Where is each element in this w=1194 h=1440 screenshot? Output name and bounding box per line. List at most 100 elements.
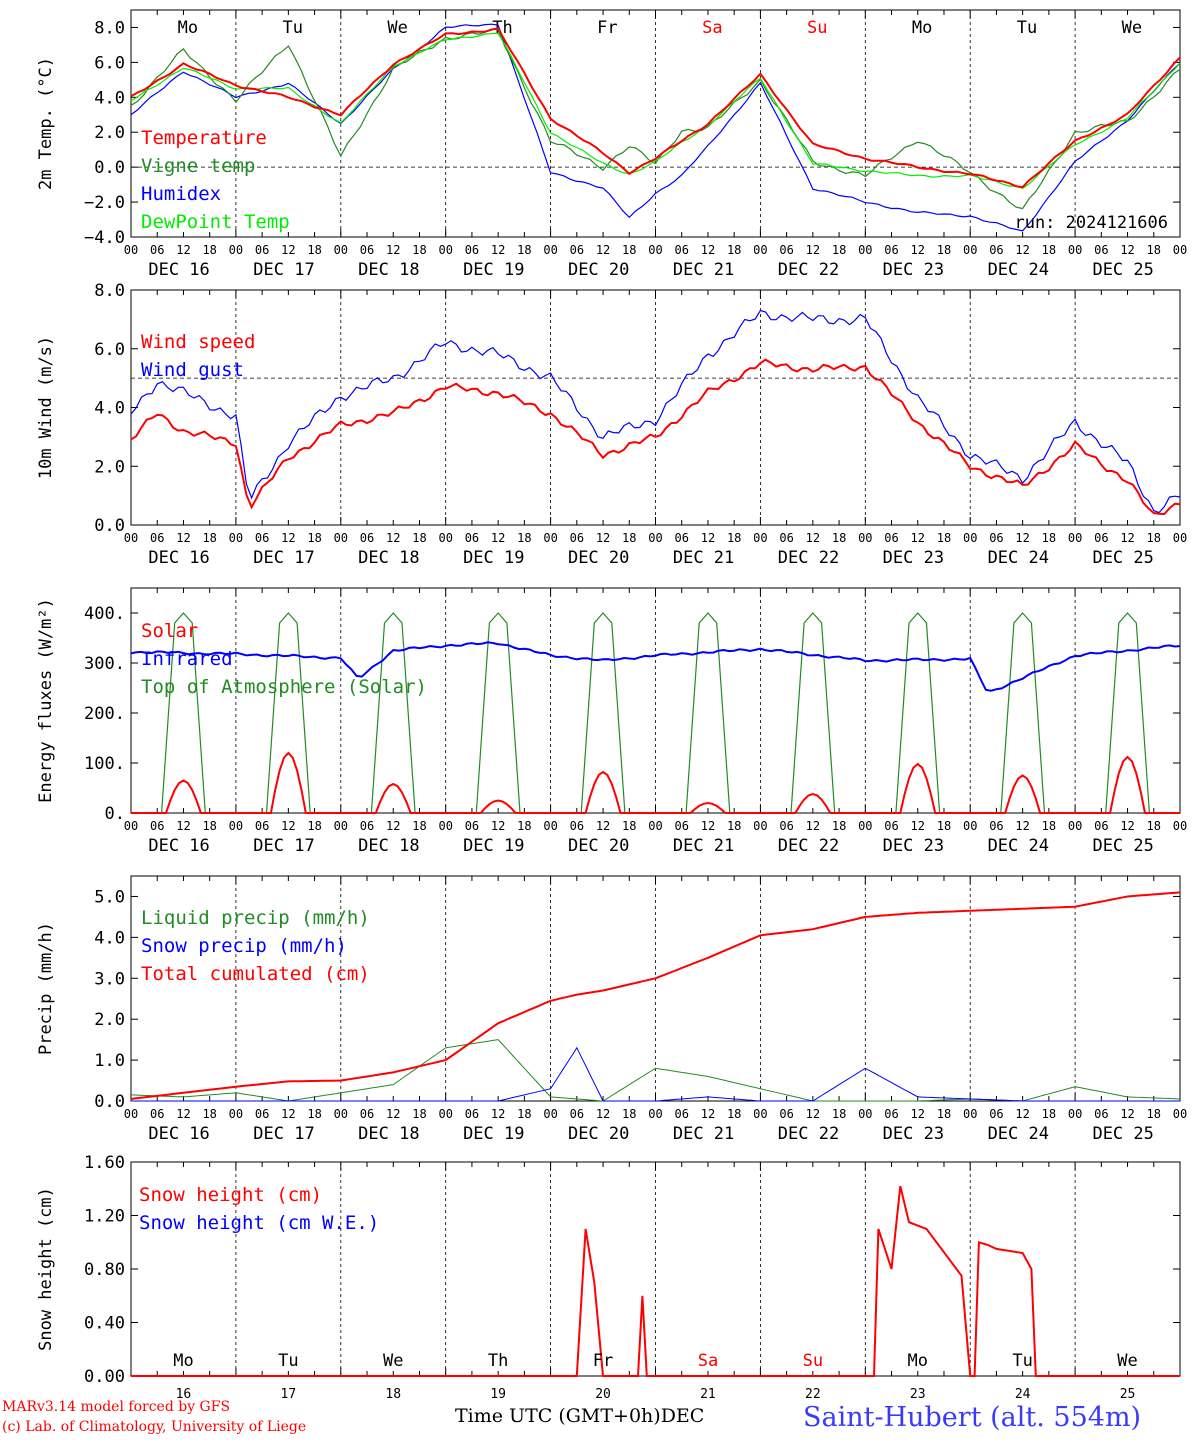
hour-tick-label: 18 (307, 531, 321, 545)
date-label: DEC 25 (1092, 548, 1153, 568)
date-label: DEC 18 (358, 548, 419, 568)
date-label: DEC 19 (463, 260, 524, 280)
panel-3: 400. 300. 200. 100. 0. Energy fluxes (W/m²) 00… (36, 587, 1187, 856)
legend-total-cumulated-cm: Total cumulated (cm) (141, 963, 370, 985)
legend-temperature: Temperature (141, 127, 267, 149)
hour-tick-label: 06 (989, 1107, 1003, 1121)
plot-frame (130, 587, 1181, 814)
hour-tick-label: 18 (937, 531, 951, 545)
hour-tick-label: 18 (412, 531, 426, 545)
date-label: DEC 22 (778, 548, 839, 568)
hour-tick-label: 18 (1147, 1107, 1161, 1121)
hour-tick-label: 06 (465, 819, 479, 833)
hour-tick-label: 18 (307, 243, 321, 257)
hour-tick-label: 12 (281, 819, 295, 833)
hour-tick-label: 18 (1147, 531, 1161, 545)
y-axis-label: 2m Temp. (°C) (36, 57, 56, 190)
hour-tick-label: 18 (937, 819, 951, 833)
date-number-label: 23 (910, 1387, 926, 1402)
date-number-label: 16 (176, 1387, 192, 1402)
panel-5: 1.60 1.20 0.80 0.40 0.00 Snow height (cm) Snow… (36, 1153, 1181, 1402)
legend-vigne-temp: Vigne temp (141, 155, 255, 177)
date-label: DEC 17 (253, 548, 314, 568)
weekday-label: Sa (698, 1351, 718, 1371)
series-line-blue (131, 1046, 1180, 1102)
legend-dewpoint-temp: DewPoint Temp (141, 211, 290, 233)
hour-tick-label: 06 (360, 819, 374, 833)
hour-tick-label: 00 (858, 819, 872, 833)
hour-tick-label: 00 (753, 243, 767, 257)
series-line-red (130, 891, 1181, 1100)
date-number-label: 24 (1015, 1387, 1031, 1402)
hour-tick-label: 06 (674, 243, 688, 257)
hour-tick-label: 18 (517, 1107, 531, 1121)
date-label: DEC 24 (988, 836, 1049, 856)
hour-tick-label: 18 (517, 243, 531, 257)
hour-tick-label: 00 (1068, 819, 1082, 833)
hour-tick-label: 18 (412, 1107, 426, 1121)
series-line-blue (130, 641, 1181, 692)
y-tick-label: 300. (84, 654, 125, 674)
hour-tick-label: 12 (701, 243, 715, 257)
weekday-label: Mo (912, 18, 932, 38)
legend-top-of-atmosphere-solar: Top of Atmosphere (Solar) (141, 676, 427, 698)
hour-tick-label: 18 (832, 531, 846, 545)
y-tick-label: 5.0 (94, 887, 125, 907)
date-label: DEC 23 (883, 1124, 944, 1144)
hour-tick-label: 18 (622, 819, 636, 833)
hour-tick-label: 06 (255, 243, 269, 257)
hour-tick-label: 06 (674, 1107, 688, 1121)
y-tick-label: −4.0 (84, 228, 125, 248)
hour-tick-label: 00 (648, 243, 662, 257)
y-tick-label: 0.40 (84, 1314, 125, 1334)
hour-tick-label: 06 (360, 243, 374, 257)
hour-tick-label: 06 (465, 243, 479, 257)
date-label: DEC 22 (778, 1124, 839, 1144)
y-tick-label: 4.0 (94, 928, 125, 948)
date-label: DEC 20 (568, 1124, 629, 1144)
y-tick-label: 0.0 (94, 158, 125, 178)
hour-tick-label: 12 (386, 531, 400, 545)
y-axis-label: Snow height (cm) (36, 1187, 56, 1351)
date-label: DEC 23 (883, 260, 944, 280)
hour-tick-label: 12 (596, 819, 610, 833)
hour-tick-label: 18 (937, 243, 951, 257)
hour-tick-label: 00 (334, 1107, 348, 1121)
legend-wind-speed: Wind speed (141, 331, 255, 353)
series-line-blue (130, 23, 1181, 232)
hour-tick-label: 18 (832, 1107, 846, 1121)
date-label: DEC 19 (463, 1124, 524, 1144)
hour-tick-label: 00 (648, 1107, 662, 1121)
y-tick-label: 100. (84, 754, 125, 774)
hour-tick-label: 00 (858, 531, 872, 545)
hour-tick-label: 18 (517, 531, 531, 545)
hour-tick-label: 18 (1042, 531, 1056, 545)
hour-tick-label: 00 (858, 1107, 872, 1121)
date-label: DEC 17 (253, 260, 314, 280)
station-name: Saint-Hubert (alt. 554m) (803, 1402, 1142, 1433)
date-label: DEC 25 (1092, 1124, 1153, 1144)
hour-tick-label: 06 (989, 819, 1003, 833)
hour-tick-label: 12 (806, 819, 820, 833)
hour-tick-label: 18 (307, 819, 321, 833)
hour-tick-label: 18 (727, 243, 741, 257)
series-line-green (130, 28, 1181, 210)
weekday-label: Tu (1017, 18, 1037, 38)
y-tick-label: 0. (105, 804, 125, 824)
hour-tick-label: 12 (176, 819, 190, 833)
hour-tick-label: 06 (1094, 1107, 1108, 1121)
y-tick-label: 2.0 (94, 1010, 125, 1030)
weekday-label: We (1122, 18, 1142, 38)
hour-tick-label: 00 (229, 1107, 243, 1121)
weekday-label: Fr (593, 1351, 613, 1371)
date-label: DEC 24 (988, 548, 1049, 568)
legend-snow-precip-mm-h: Snow precip (mm/h) (141, 935, 347, 957)
date-label: DEC 21 (673, 836, 734, 856)
hour-tick-label: 00 (543, 531, 557, 545)
hour-tick-label: 00 (229, 819, 243, 833)
model-credit: MARv3.14 model forced by GFS (2, 1399, 231, 1415)
hour-tick-label: 18 (202, 1107, 216, 1121)
hour-tick-label: 00 (648, 531, 662, 545)
hour-tick-label: 06 (150, 819, 164, 833)
hour-tick-label: 00 (963, 531, 977, 545)
